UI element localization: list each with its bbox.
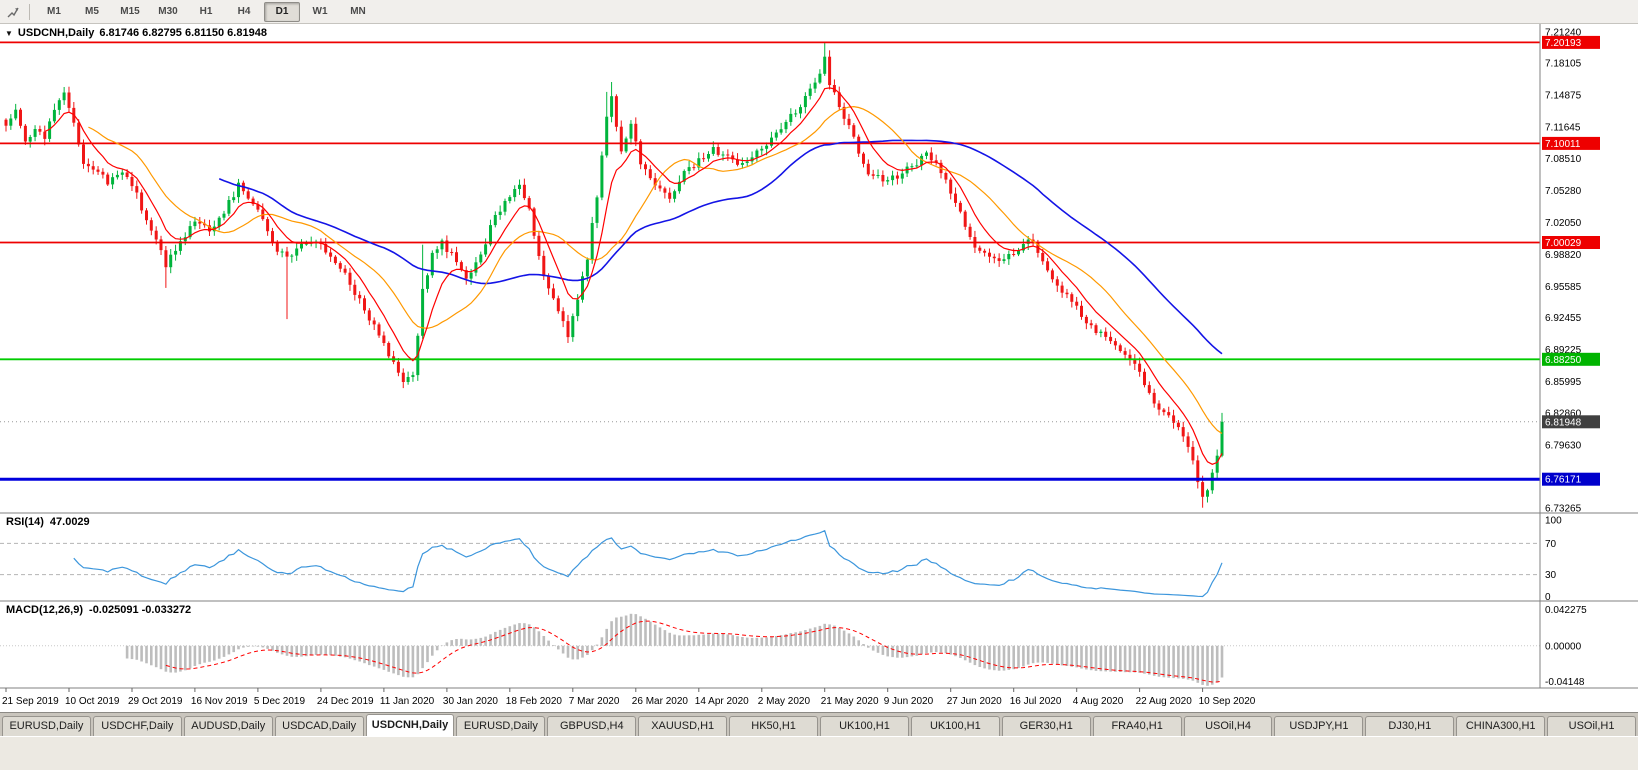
svg-text:70: 70 — [1545, 539, 1557, 550]
macd-axis: 0.042275 0.00000 -0.04148 — [1545, 605, 1587, 688]
chart-tab-uk100-h1[interactable]: UK100,H1 — [910, 716, 1000, 736]
chart-tab-usdchf-daily[interactable]: USDCHF,Daily — [92, 716, 182, 736]
svg-text:6.98820: 6.98820 — [1545, 250, 1582, 261]
ma-mid-line — [88, 105, 1223, 434]
svg-text:21 May 2020: 21 May 2020 — [821, 696, 879, 707]
svg-text:18 Feb 2020: 18 Feb 2020 — [506, 696, 563, 707]
svg-text:22 Aug 2020: 22 Aug 2020 — [1136, 696, 1193, 707]
date-axis[interactable]: 21 Sep 2019 10 Oct 2019 29 Oct 2019 16 Nov … — [2, 688, 1256, 707]
chart-tab-dj30-h1[interactable]: DJ30,H1 — [1365, 716, 1455, 736]
chart-area[interactable]: 7.21240 7.20193 7.18105 7.14875 7.11645 7.100… — [0, 24, 1638, 712]
macd-signal-line — [165, 620, 1223, 683]
timeframe-toolbar: M1 M5 M15 M30 H1 H4 D1 W1 MN — [0, 0, 1638, 24]
svg-text:6.85995: 6.85995 — [1545, 377, 1582, 388]
chart-tab-usdcnh-daily[interactable]: USDCNH,Daily — [365, 714, 455, 736]
svg-text:6.73265: 6.73265 — [1545, 504, 1582, 515]
svg-text:2 May 2020: 2 May 2020 — [758, 696, 811, 707]
svg-text:7.14875: 7.14875 — [1545, 91, 1582, 102]
timeframe-button-m5[interactable]: M5 — [85, 6, 99, 17]
timeframe-button-d1[interactable]: D1 — [264, 1, 300, 22]
chart-tab-usoil-h4[interactable]: USOil,H4 — [1183, 716, 1273, 736]
svg-text:0.00000: 0.00000 — [1545, 641, 1582, 652]
svg-text:7.20193: 7.20193 — [1545, 38, 1582, 49]
svg-text:6.92455: 6.92455 — [1545, 313, 1582, 324]
chart-tab-xauusd-h1[interactable]: XAUUSD,H1 — [638, 716, 728, 736]
svg-text:10 Oct 2019: 10 Oct 2019 — [65, 696, 120, 707]
chart-tab-china300-h1[interactable]: CHINA300,H1 — [1456, 716, 1546, 736]
svg-text:0.042275: 0.042275 — [1545, 605, 1587, 616]
svg-text:7.18105: 7.18105 — [1545, 59, 1582, 70]
chart-tab-usdcad-daily[interactable]: USDCAD,Daily — [274, 716, 364, 736]
chart-tab-hk50-h1[interactable]: HK50,H1 — [729, 716, 819, 736]
svg-text:7.05280: 7.05280 — [1545, 186, 1582, 197]
ma-slow-line — [218, 139, 1223, 355]
svg-text:7.08510: 7.08510 — [1545, 154, 1582, 165]
chart-tab-gbpusd-h4[interactable]: GBPUSD,H4 — [547, 716, 637, 736]
svg-text:7.00029: 7.00029 — [1545, 238, 1582, 249]
svg-text:29 Oct 2019: 29 Oct 2019 — [128, 696, 183, 707]
timeframe-button-h1[interactable]: H1 — [199, 6, 213, 17]
timeframe-button-mn[interactable]: MN — [350, 6, 366, 17]
timeframe-button-h4[interactable]: H4 — [237, 6, 251, 17]
rsi-line — [73, 529, 1223, 598]
cursor-tool-icon[interactable] — [4, 3, 22, 21]
horizontal-lines[interactable] — [0, 41, 1540, 481]
svg-text:30 Jan 2020: 30 Jan 2020 — [443, 696, 498, 707]
macd-histogram — [125, 613, 1224, 686]
timeframe-button-m1[interactable]: M1 — [47, 6, 61, 17]
svg-text:5 Dec 2019: 5 Dec 2019 — [254, 696, 306, 707]
chart-tabs-bar: EURUSD,Daily USDCHF,Daily AUDUSD,Daily USDC… — [0, 712, 1638, 736]
svg-text:10 Sep 2020: 10 Sep 2020 — [1199, 696, 1256, 707]
timeframe-button-m15[interactable]: M15 — [120, 6, 140, 17]
timeframe-button-w1[interactable]: W1 — [312, 6, 328, 17]
status-bar — [0, 736, 1638, 770]
cursor-icon — [7, 7, 19, 17]
svg-text:7.02050: 7.02050 — [1545, 218, 1582, 229]
chart-tab-usdjpy-h1[interactable]: USDJPY,H1 — [1274, 716, 1364, 736]
svg-text:27 Jun 2020: 27 Jun 2020 — [947, 696, 1002, 707]
svg-text:6.88250: 6.88250 — [1545, 355, 1582, 366]
timeframe-button-m30[interactable]: M30 — [158, 6, 178, 17]
svg-text:7.10011: 7.10011 — [1545, 139, 1581, 150]
chart-tab-usoil-h1[interactable]: USOil,H1 — [1547, 716, 1637, 736]
svg-text:7.11645: 7.11645 — [1545, 123, 1581, 134]
ma-fast-line — [44, 87, 1223, 465]
chart-tab-uk100-h1[interactable]: UK100,H1 — [820, 716, 909, 736]
svg-text:16 Jul 2020: 16 Jul 2020 — [1010, 696, 1062, 707]
svg-text:26 Mar 2020: 26 Mar 2020 — [632, 696, 689, 707]
toolbar-divider — [29, 3, 30, 20]
svg-text:6.81948: 6.81948 — [1545, 417, 1582, 428]
svg-text:6.95585: 6.95585 — [1545, 282, 1582, 293]
chart-tab-eurusd-daily[interactable]: EURUSD,Daily — [2, 716, 91, 736]
svg-text:100: 100 — [1545, 516, 1562, 527]
svg-text:6.76171: 6.76171 — [1545, 475, 1582, 486]
svg-text:4 Aug 2020: 4 Aug 2020 — [1073, 696, 1124, 707]
svg-text:6.89225: 6.89225 — [1545, 345, 1582, 356]
svg-text:7.21240: 7.21240 — [1545, 28, 1582, 39]
svg-text:6.79630: 6.79630 — [1545, 440, 1582, 451]
timeframe-buttons: M1 M5 M15 M30 H1 H4 D1 W1 MN — [35, 1, 377, 22]
svg-text:9 Jun 2020: 9 Jun 2020 — [884, 696, 934, 707]
svg-text:7 Mar 2020: 7 Mar 2020 — [569, 696, 620, 707]
svg-text:30: 30 — [1545, 570, 1557, 581]
rsi-axis: 100 70 30 0 — [1545, 516, 1562, 604]
svg-text:14 Apr 2020: 14 Apr 2020 — [695, 696, 749, 707]
chart-tab-audusd-daily[interactable]: AUDUSD,Daily — [183, 716, 273, 736]
chart-tab-eurusd-daily[interactable]: EURUSD,Daily — [456, 716, 546, 736]
svg-text:6.82860: 6.82860 — [1545, 408, 1582, 419]
svg-text:21 Sep 2019: 21 Sep 2019 — [2, 696, 59, 707]
chart-tab-ger30-h1[interactable]: GER30,H1 — [1001, 716, 1091, 736]
svg-text:11 Jan 2020: 11 Jan 2020 — [380, 696, 435, 707]
svg-text:24 Dec 2019: 24 Dec 2019 — [317, 696, 374, 707]
svg-text:-0.04148: -0.04148 — [1545, 677, 1585, 688]
svg-text:16 Nov 2019: 16 Nov 2019 — [191, 696, 248, 707]
svg-text:0: 0 — [1545, 592, 1551, 603]
chart-tab-fra40-h1[interactable]: FRA40,H1 — [1092, 716, 1182, 736]
